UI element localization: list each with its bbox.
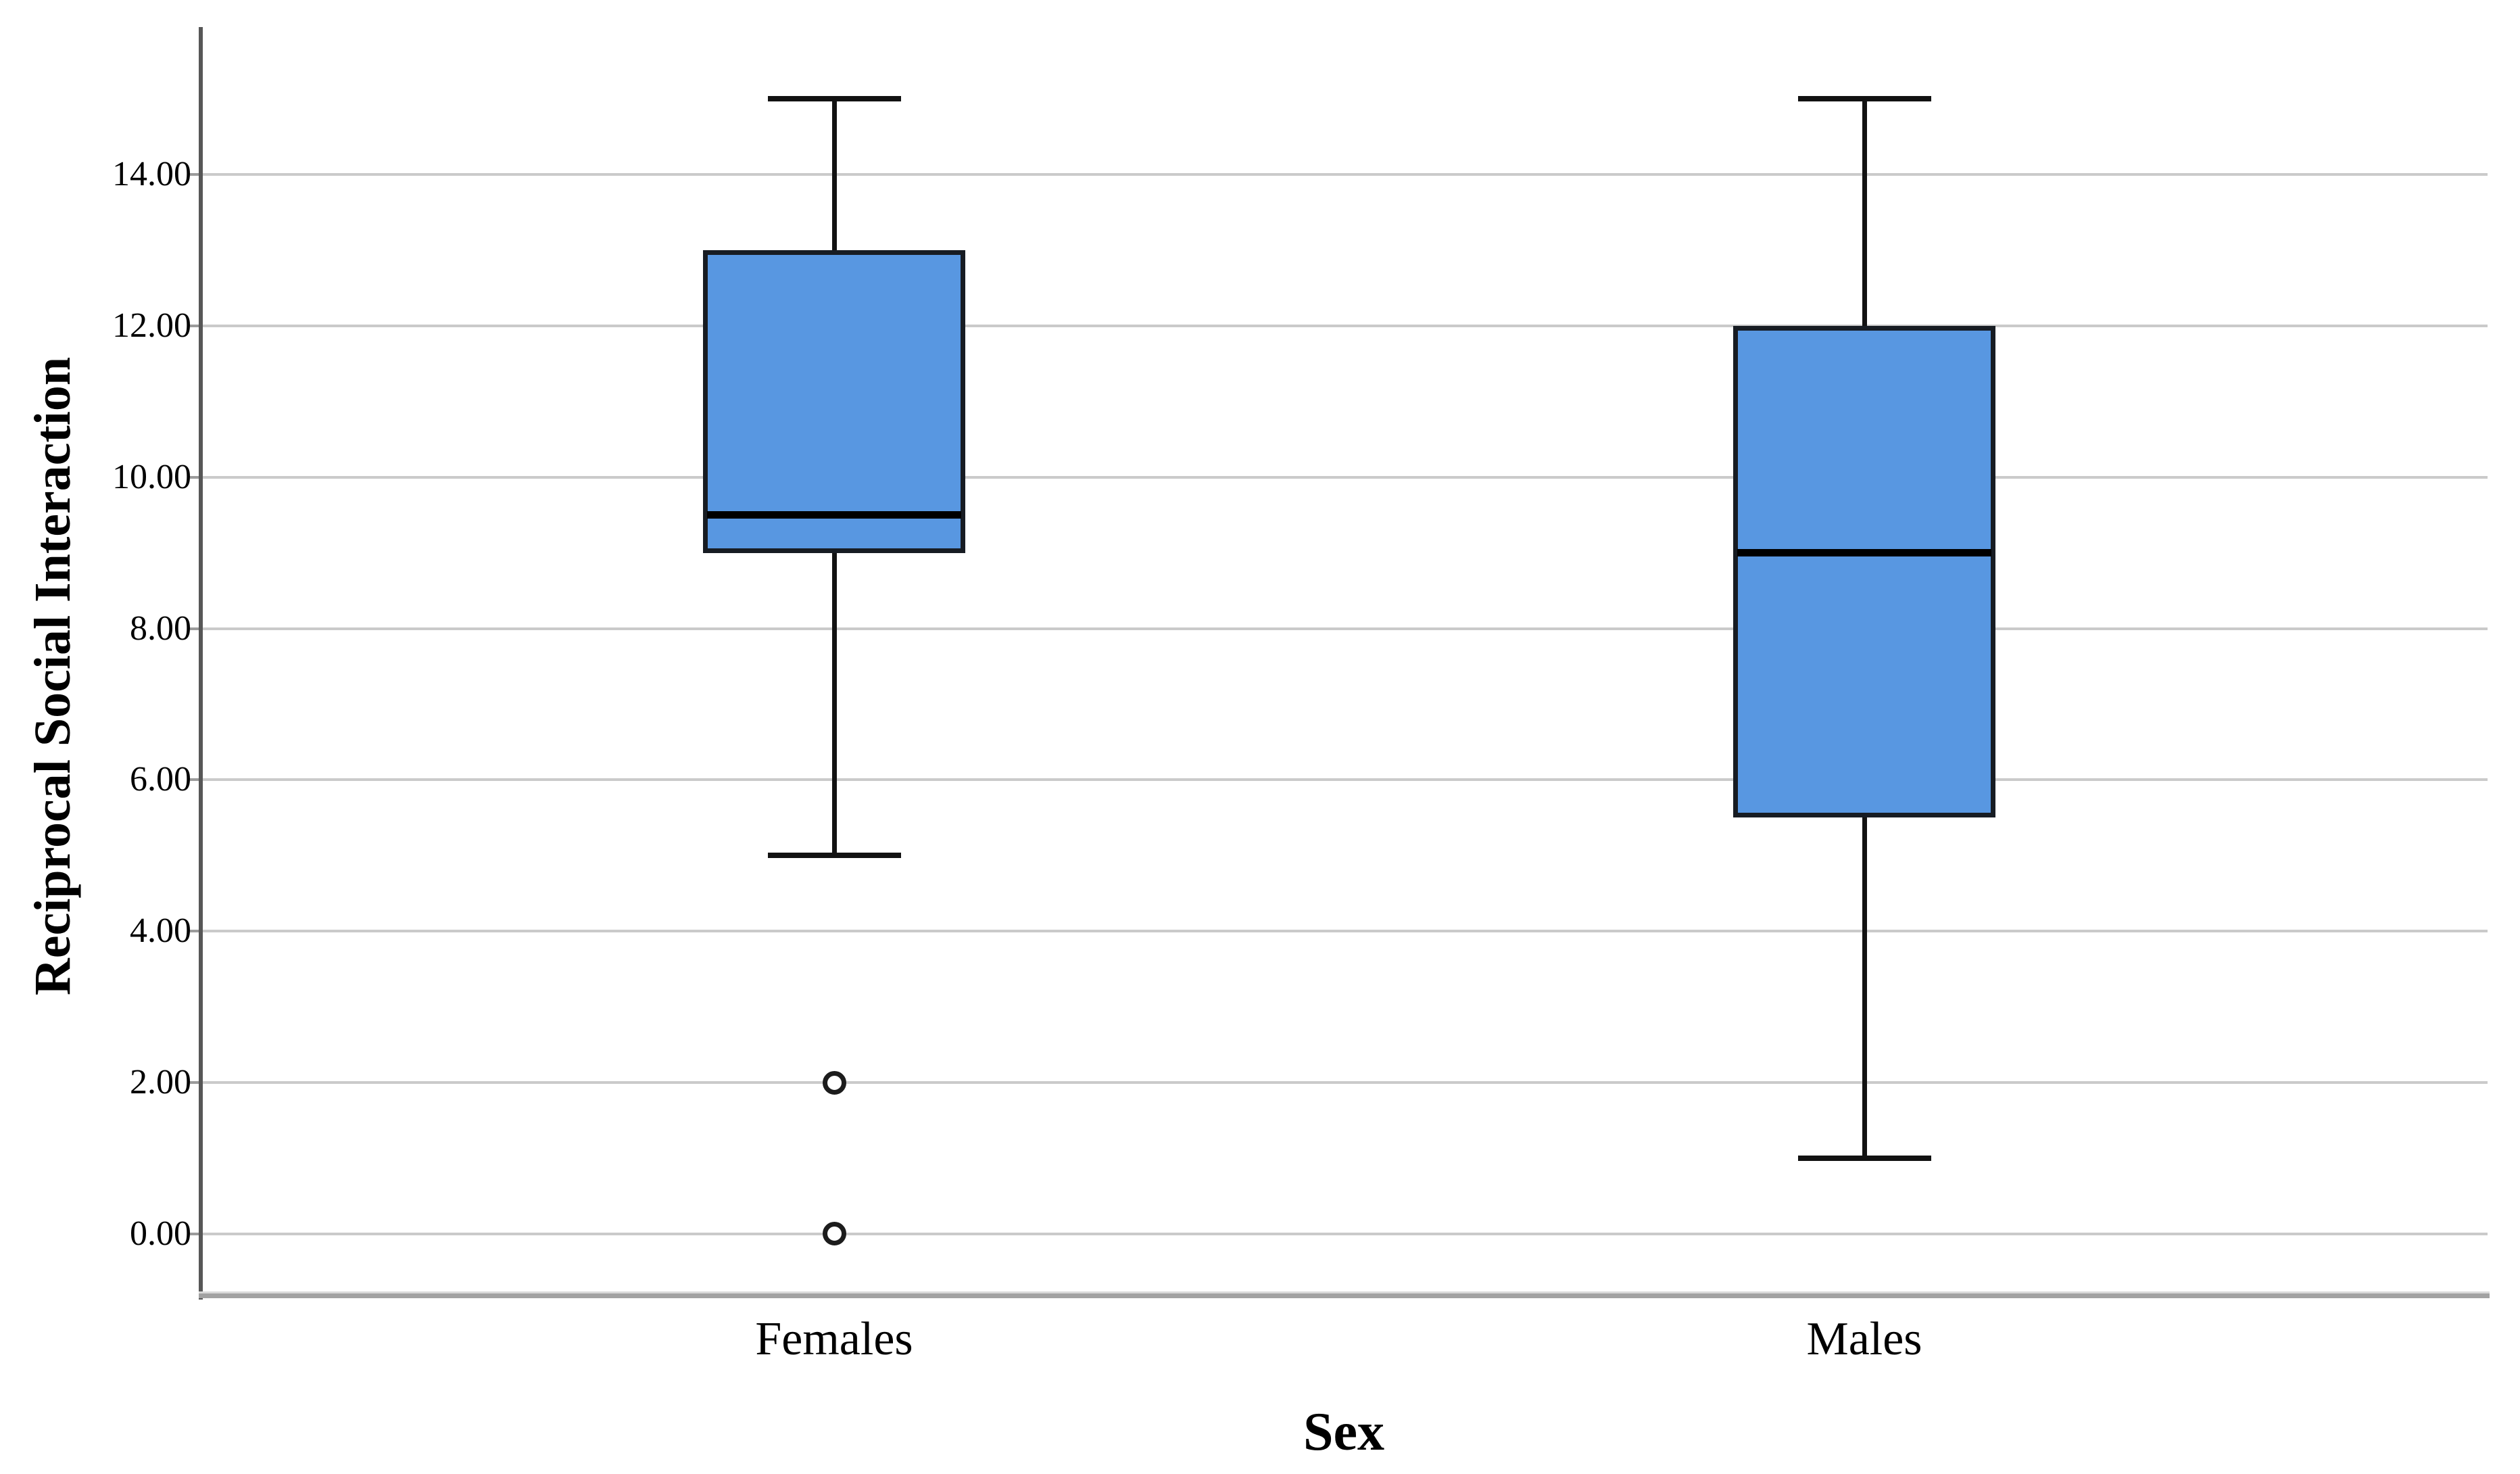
gridline: [203, 325, 2488, 327]
y-tick-label: 10.00: [112, 458, 191, 496]
x-axis-title: Sex: [1303, 1402, 1384, 1462]
y-axis-line: [199, 27, 203, 1300]
y-tick-mark: [190, 173, 201, 176]
gridline: [203, 627, 2488, 630]
whisker-upper-line-females: [832, 99, 837, 250]
x-category-label: Females: [755, 1313, 913, 1365]
median-line-females: [707, 511, 961, 519]
x-axis-frame-light: [199, 1291, 2490, 1293]
y-tick-mark: [190, 476, 201, 479]
median-line-males: [1737, 549, 1991, 556]
gridline: [203, 173, 2488, 176]
box-males: [1733, 326, 1995, 817]
y-tick-mark: [190, 778, 201, 781]
whisker-upper-line-males: [1862, 99, 1867, 326]
gridline: [203, 778, 2488, 781]
whisker-lower-cap-males: [1798, 1156, 1931, 1161]
x-category-label: Males: [1806, 1313, 1922, 1365]
box-females: [703, 250, 965, 553]
y-tick-label: 6.00: [130, 760, 191, 799]
y-tick-label: 2.00: [130, 1063, 191, 1101]
y-tick-mark: [190, 930, 201, 932]
whisker-upper-cap-females: [768, 96, 901, 101]
gridline: [203, 1081, 2488, 1084]
y-tick-label: 8.00: [130, 609, 191, 648]
y-tick-label: 12.00: [112, 306, 191, 345]
gridline: [203, 930, 2488, 932]
whisker-lower-line-males: [1862, 817, 1867, 1158]
y-tick-mark: [190, 627, 201, 630]
gridline: [203, 476, 2488, 479]
whisker-lower-line-females: [832, 553, 837, 856]
whisker-lower-cap-females: [768, 853, 901, 858]
y-tick-mark: [190, 1233, 201, 1235]
y-tick-label: 4.00: [130, 911, 191, 950]
y-tick-mark: [190, 325, 201, 327]
y-tick-label: 0.00: [130, 1214, 191, 1253]
outlier-circle-females: [823, 1222, 846, 1245]
y-tick-label: 14.00: [112, 155, 191, 193]
outlier-circle-females: [823, 1071, 846, 1095]
x-axis-frame-line: [199, 1293, 2490, 1298]
whisker-upper-cap-males: [1798, 96, 1931, 101]
y-tick-mark: [190, 1081, 201, 1084]
gridline: [203, 1233, 2488, 1235]
